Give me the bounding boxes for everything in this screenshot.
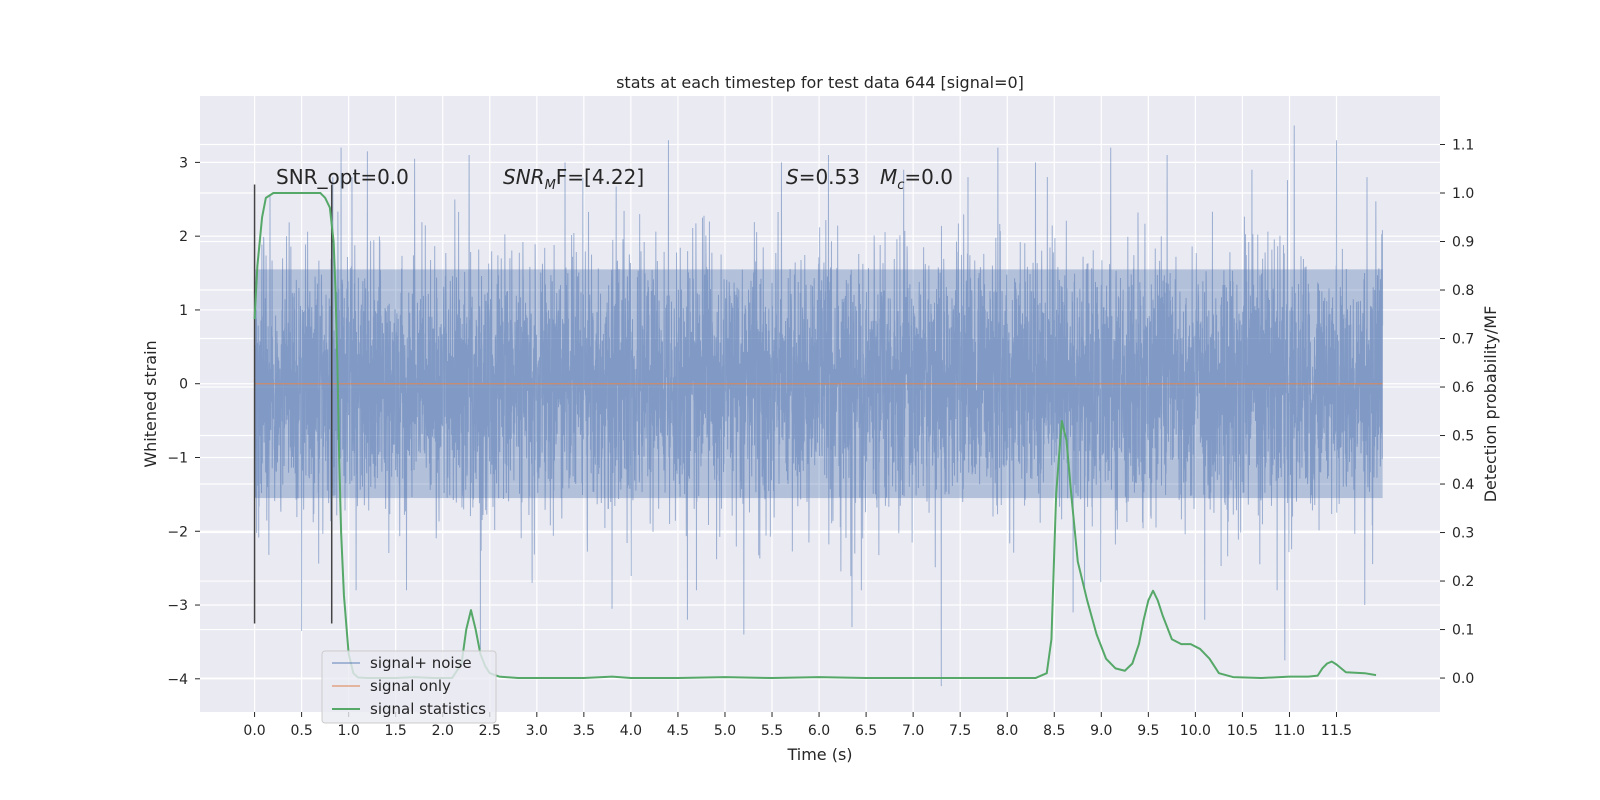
legend-box [321, 650, 497, 724]
y2-axis-label: Detection probability/MF [1481, 306, 1500, 503]
annotation-mc: Mc=0.0 [880, 165, 953, 193]
x-tick-label: 6.0 [808, 723, 830, 739]
y2-tick-label: 0.2 [1452, 574, 1474, 590]
y2-tick-label: 1.0 [1452, 186, 1474, 202]
x-tick-label: 8.5 [1043, 723, 1065, 739]
x-tick-label: 7.0 [902, 723, 924, 739]
signal-statistics-series [253, 192, 1377, 680]
x-tick-label: 5.5 [761, 723, 783, 739]
annotation-snr-opt: SNR_opt=0.0 [276, 165, 409, 189]
x-tick-label: 3.0 [526, 723, 548, 739]
annotation-snr-mf: SNRMF=[4.22] [503, 165, 644, 193]
x-axis-label: Time (s) [786, 745, 852, 764]
x-tick-label: 1.0 [338, 723, 360, 739]
y2-tick-label: 1.1 [1452, 138, 1474, 154]
x-tick-label: 10.0 [1180, 723, 1211, 739]
x-tick-label: 4.5 [667, 723, 689, 739]
chart-title: stats at each timestep for test data 644… [616, 73, 1024, 92]
signal-statistics-line [253, 192, 1377, 680]
annotation-s: S=0.53 [786, 165, 860, 189]
x-tick-label: 3.5 [573, 723, 595, 739]
y2-tick-label: 0.9 [1452, 235, 1474, 251]
x-axis-ticks: 0.0 0.5 1.0 1.5 2.0 2.5 3.0 3.5 4.0 4.5 5.0 5.5 6.0 6… [243, 712, 1352, 739]
x-tick-label: 9.0 [1090, 723, 1112, 739]
window-markers [253, 184, 333, 624]
x-tick-label: 10.5 [1227, 723, 1258, 739]
x-tick-label: 5.0 [714, 723, 736, 739]
legend: signal+ noise signal only signal statist… [321, 650, 497, 724]
y2-tick-label: 0.4 [1452, 477, 1474, 493]
y-tick-label: 1 [179, 303, 188, 319]
x-tick-label: 0.5 [290, 723, 312, 739]
y-tick-label: 3 [179, 155, 188, 171]
y2-tick-label: 0.8 [1452, 283, 1474, 299]
x-tick-label: 11.5 [1321, 723, 1352, 739]
y2-tick-label: 0.3 [1452, 526, 1474, 542]
y2-tick-label: 0.1 [1452, 623, 1474, 639]
legend-label-signal-noise: signal+ noise [370, 654, 472, 672]
x-tick-label: 9.5 [1137, 723, 1159, 739]
y-tick-label: −3 [167, 598, 188, 614]
x-tick-label: 11.0 [1274, 723, 1305, 739]
y-tick-label: 2 [179, 229, 188, 245]
y-tick-label: −2 [167, 524, 188, 540]
legend-label-signal-only: signal only [370, 677, 451, 695]
y-axis-ticks: 3 2 1 0 −1 −2 −3 −4 [167, 155, 200, 688]
x-tick-label: 6.5 [855, 723, 877, 739]
x-tick-label: 2.5 [479, 723, 501, 739]
y2-axis-ticks: 1.1 1.0 0.9 0.8 0.7 0.6 0.5 0.4 0.3 0.2 0.1 0.0 [1440, 138, 1474, 687]
x-tick-label: 0.0 [243, 723, 265, 739]
y-tick-label: 0 [179, 377, 188, 393]
y-axis-label: Whitened strain [141, 340, 160, 467]
legend-label-signal-statistics: signal statistics [370, 700, 486, 718]
x-tick-label: 7.5 [949, 723, 971, 739]
signal-noise-line [254, 125, 1384, 687]
y-tick-label: −1 [167, 450, 188, 466]
x-tick-label: 4.0 [620, 723, 642, 739]
y-tick-label: −4 [167, 672, 188, 688]
x-tick-label: 8.0 [996, 723, 1018, 739]
x-tick-label: 2.0 [432, 723, 454, 739]
y2-tick-label: 0.0 [1452, 671, 1474, 687]
y2-tick-label: 0.6 [1452, 380, 1474, 396]
y2-tick-label: 0.7 [1452, 332, 1474, 348]
x-tick-label: 1.5 [385, 723, 407, 739]
y2-tick-label: 0.5 [1452, 429, 1474, 445]
